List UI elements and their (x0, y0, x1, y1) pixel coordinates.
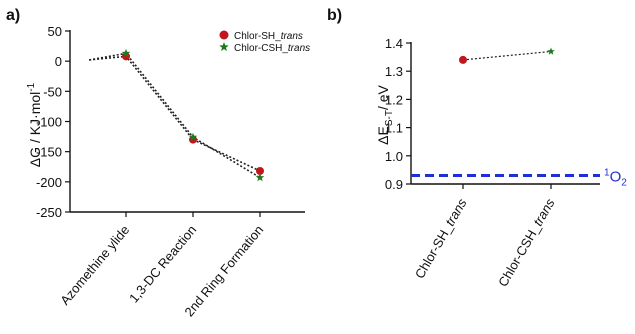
chart-a-y-tick-label: -150 (36, 145, 62, 160)
chart-a-y-tick-label: 50 (48, 24, 62, 39)
chart-b: ΔES-T/ eV 1.4 1.3 1.2 1.1 1.0 0.9 Chlor-SH_tr… (375, 36, 627, 289)
chart-b-y-tick-label: 1.2 (385, 92, 403, 107)
chart-b-connector-line (462, 50, 552, 61)
reference-label-singlet-oxygen: 1O2 (604, 168, 627, 189)
chart-b-x-tick-label-chlor-csh-trans: Chlor-CSH_trans (495, 196, 558, 290)
data-point-chlor-csh-trans-2nd-ring-formation (255, 173, 265, 182)
chart-a-x-tick-label-azomethine-ylide: Azomethine ylide (57, 222, 132, 307)
chart-a-y-tick-label: -100 (36, 115, 62, 130)
legend-label-chlor-sh-trans: Chlor-SH_trans (234, 31, 303, 42)
chart-a-legend: Chlor-SH_trans Chlor-CSH_trans (219, 30, 310, 54)
chart-b-x-tick-label-chlor-sh-trans: Chlor-SH_trans (412, 196, 470, 282)
chart-b-y-tick-label: 1.4 (385, 36, 403, 51)
chart-a-y-tick-label: -50 (43, 84, 62, 99)
chart-a-y-axis-label: ΔG / KJ·mol-1 (26, 82, 43, 167)
chart-b-y-tick-label: 1.1 (385, 121, 403, 136)
legend-marker-chlor-csh-trans (219, 42, 229, 52)
series-line-chlor-sh-trans (89, 55, 261, 172)
chart-a-y-tick-label: -200 (36, 175, 62, 190)
legend-marker-chlor-sh-trans (219, 30, 229, 40)
chart-a-y-tick-label: -250 (36, 205, 62, 220)
chart-b-y-tick-label: 0.9 (385, 177, 403, 192)
chart-b-y-tick-label: 1.3 (385, 64, 403, 79)
chart-a-x-tick-label-1-3-dc-reaction: 1,3-DC Reaction (126, 222, 199, 305)
data-point-chlor-csh-trans (547, 47, 555, 55)
legend-label-chlor-csh-trans: Chlor-CSH_trans (234, 43, 310, 54)
data-point-chlor-sh-trans-azomethine-ylide (122, 52, 130, 61)
panel-label-b: b) (327, 7, 342, 24)
data-point-chlor-csh-trans-1-3-dc-reaction (188, 132, 198, 141)
data-point-chlor-sh-trans (459, 55, 467, 64)
panel-label-a: a) (6, 7, 20, 24)
chart-b-y-tick-label: 1.0 (385, 149, 403, 164)
data-point-chlor-sh-trans-2nd-ring-formation (256, 166, 264, 175)
data-point-chlor-csh-trans-azomethine-ylide (121, 48, 131, 57)
chart-a-y-tick-label: 0 (55, 54, 62, 69)
chart-b-y-axis-label: ΔES-T/ eV (375, 84, 395, 144)
chart-a: ΔG / KJ·mol-1 50 0 -50 -100 -150 -200 -250 Azo… (26, 24, 310, 319)
